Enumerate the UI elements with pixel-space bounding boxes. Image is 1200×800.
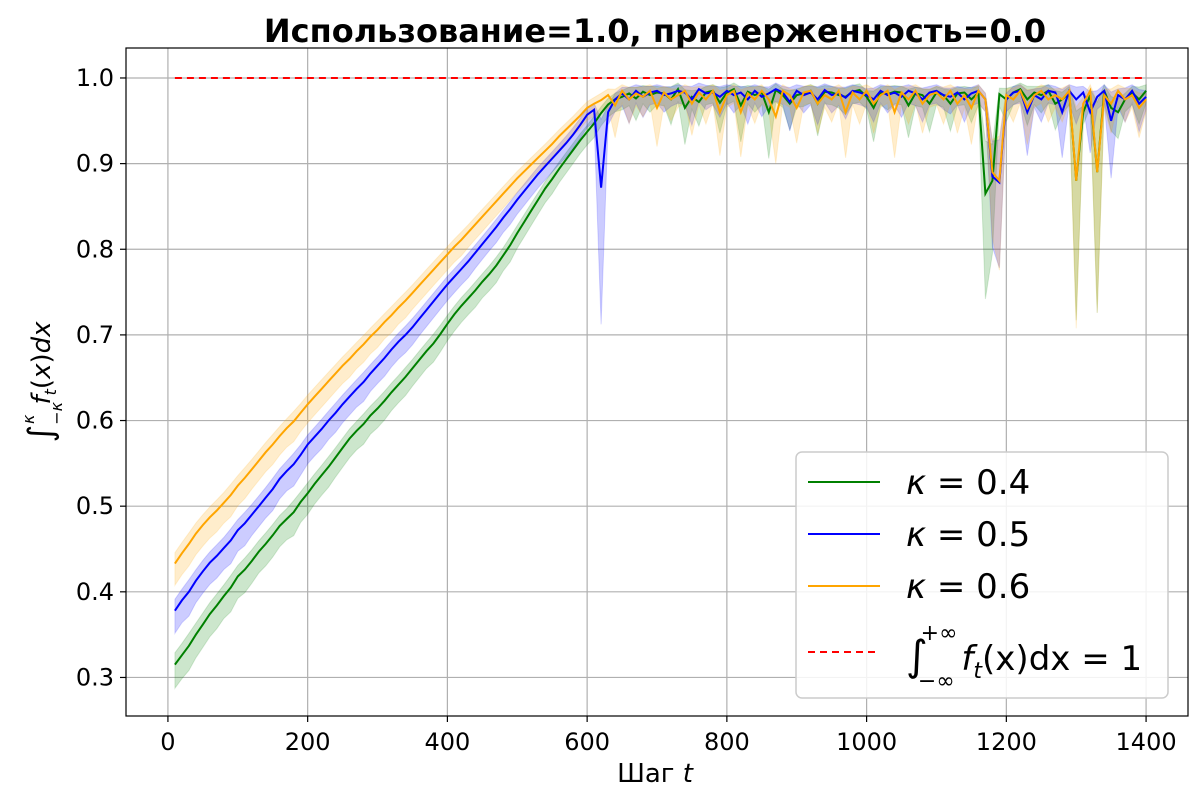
y-tick-label: 0.3 [76,663,114,691]
y-tick-label: 0.5 [76,492,114,520]
x-tick-label: 800 [704,728,750,756]
legend-items: κ = 0.4 κ = 0.5 κ = 0.6 ∫ −∞+∞ft(x)dx = 1 [808,463,1142,694]
svg-text:∫−κκft(x)dx: ∫−κκft(x)dx [19,321,66,443]
legend-label: κ = 0.5 [906,515,1030,555]
plot-area [125,47,1189,717]
x-tick-label: 200 [285,728,331,756]
x-axis-label: Шаг t [617,759,694,789]
x-axis-ticks: 0 200 400 600 800 1000 1200 1400 [160,716,1177,756]
grid [126,48,1188,716]
x-tick-label: 0 [160,728,175,756]
y-tick-label: 0.4 [76,578,114,606]
x-axis-label-var: t [683,759,694,789]
plot-frame [125,47,1189,717]
y-tick-label: 0.6 [76,407,114,435]
y-tick-label: 0.9 [76,150,114,178]
legend-label: κ = 0.4 [906,463,1030,503]
y-tick-label: 0.7 [76,321,114,349]
series-lines [174,77,1147,666]
x-tick-label: 600 [564,728,610,756]
x-tick-label: 1400 [1116,728,1177,756]
x-tick-label: 1200 [976,728,1037,756]
y-tick-label: 0.8 [76,235,114,263]
x-axis-label-text: Шаг [617,759,683,789]
series-band-2 [174,83,1147,587]
y-axis-ticks: 0.3 0.4 0.5 0.6 0.7 0.8 0.9 1.0 [76,64,126,691]
chart-title: Использование=1.0, приверженность=0.0 [264,12,1046,50]
x-tick-label: 1000 [836,728,897,756]
y-axis-label: ∫−κκft(x)dx [19,321,66,443]
series-band-0 [174,82,1147,690]
legend-box [795,451,1169,699]
legend: κ = 0.4 κ = 0.5 κ = 0.6 ∫ −∞+∞ft(x)dx = 1 [795,451,1169,699]
legend-label: ∫ −∞+∞ft(x)dx = 1 [906,621,1142,694]
series-line-2 [174,87,1147,565]
x-tick-label: 400 [424,728,470,756]
series-band-1 [174,82,1147,635]
confidence-bands [174,82,1147,690]
legend-label: κ = 0.6 [906,567,1030,607]
y-tick-label: 1.0 [76,64,114,92]
